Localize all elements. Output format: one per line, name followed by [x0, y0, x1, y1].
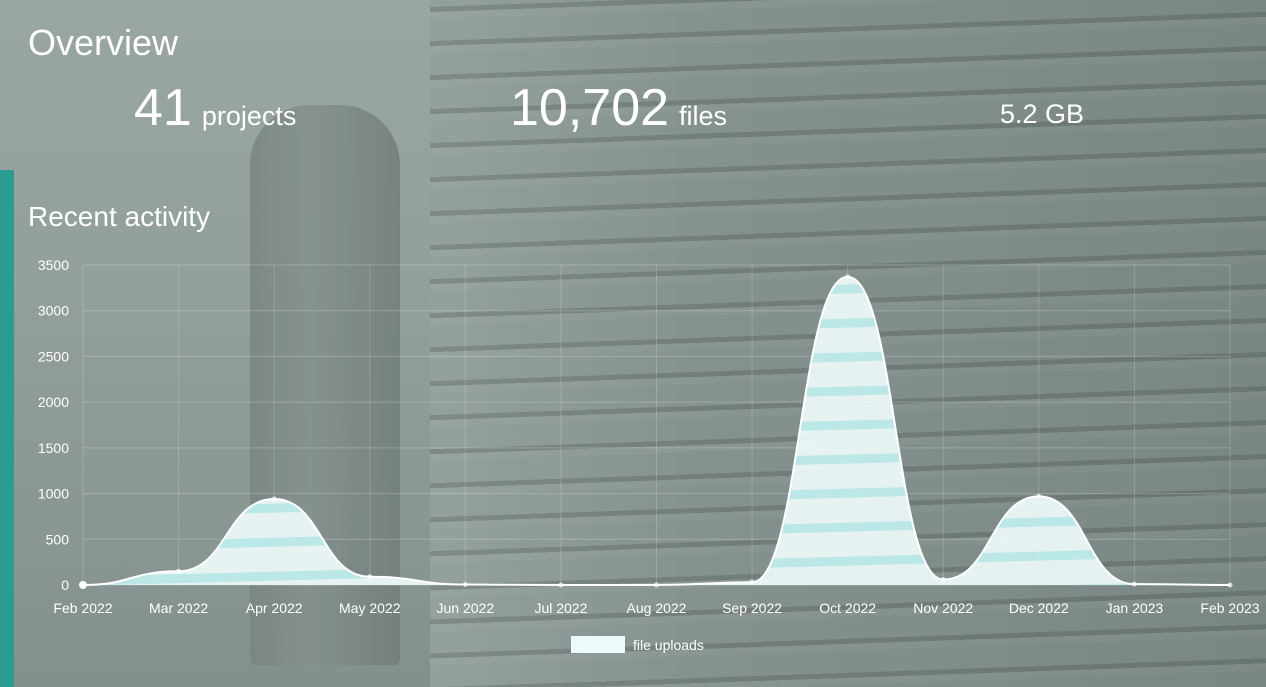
chart-legend[interactable]: file uploads: [571, 636, 704, 653]
x-tick-label: Oct 2022: [819, 600, 876, 616]
x-tick-label: Apr 2022: [246, 600, 303, 616]
data-point: [1227, 582, 1233, 588]
data-point: [462, 582, 468, 588]
y-tick-label: 1500: [38, 440, 69, 456]
legend-label: file uploads: [633, 636, 704, 653]
x-tick-label: Sep 2022: [722, 600, 782, 616]
x-tick-label: Aug 2022: [627, 600, 687, 616]
y-tick-label: 3500: [38, 257, 69, 273]
x-tick-label: Nov 2022: [913, 600, 973, 616]
overview-title: Overview: [28, 22, 179, 63]
y-tick-label: 2500: [38, 348, 69, 364]
projects-stat: 41 projects: [134, 78, 296, 138]
data-point: [749, 579, 755, 585]
x-tick-label: Jan 2023: [1106, 600, 1164, 616]
accent-bar: [0, 170, 14, 687]
data-point: [845, 274, 851, 280]
x-tick-label: May 2022: [339, 600, 401, 616]
legend-swatch: [571, 636, 625, 653]
x-tick-label: Feb 2022: [53, 600, 112, 616]
files-stat: 10,702 files: [510, 78, 727, 138]
files-count: 10,702: [510, 79, 670, 137]
recent-activity-title: Recent activity: [28, 201, 211, 232]
x-tick-label: Jul 2022: [534, 600, 587, 616]
y-tick-label: 500: [46, 531, 70, 547]
y-tick-label: 2000: [38, 394, 69, 410]
data-point: [940, 577, 946, 583]
data-point: [1131, 581, 1137, 587]
data-point: [176, 568, 182, 574]
y-tick-label: 3000: [38, 303, 69, 319]
data-point: [654, 582, 659, 588]
x-tick-label: Dec 2022: [1009, 600, 1069, 616]
projects-label: projects: [201, 101, 297, 131]
y-tick-label: 1000: [38, 486, 69, 502]
series-line-file-uploads: [82, 275, 1231, 587]
overview-panel: Overview 41 projects 10,702 files 5.2 GB R…: [14, 0, 1266, 687]
x-tick-label: Jun 2022: [437, 600, 495, 616]
data-point: [271, 496, 277, 502]
data-point: [367, 574, 373, 580]
activity-chart: 0 500 1000 1500 2000 2500 3000 3500 Feb 2022 Mar …: [38, 257, 1260, 616]
y-tick-label: 0: [61, 577, 69, 593]
x-tick-label: Mar 2022: [149, 600, 208, 616]
projects-count: 41: [134, 79, 192, 137]
storage-size-stat: 5.2 GB: [1000, 99, 1085, 129]
data-point: [558, 582, 564, 588]
files-label: files: [679, 101, 728, 131]
data-point: [79, 581, 87, 589]
data-point: [1036, 493, 1042, 499]
x-tick-label: Feb 2023: [1200, 600, 1259, 616]
